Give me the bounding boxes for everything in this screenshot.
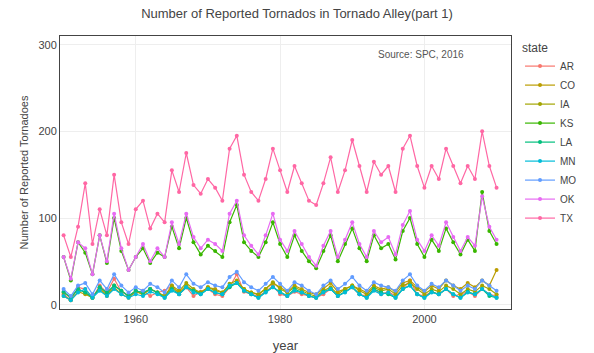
svg-text:Source: SPC, 2016: Source: SPC, 2016	[378, 49, 464, 60]
svg-text:LA: LA	[560, 137, 573, 148]
svg-text:Number of Reported Tornadoes: Number of Reported Tornadoes	[18, 95, 30, 249]
svg-text:MO: MO	[560, 175, 576, 186]
svg-text:year: year	[273, 338, 299, 353]
svg-text:2000: 2000	[412, 313, 436, 325]
svg-text:IA: IA	[560, 99, 570, 110]
svg-text:Number of Reported Tornados in: Number of Reported Tornados in Tornado A…	[141, 6, 453, 21]
svg-text:AR: AR	[560, 61, 574, 72]
svg-text:KS: KS	[560, 118, 574, 129]
svg-text:state: state	[522, 41, 548, 55]
svg-text:300: 300	[38, 39, 56, 51]
svg-text:100: 100	[38, 212, 56, 224]
svg-text:OK: OK	[560, 194, 575, 205]
svg-text:200: 200	[38, 125, 56, 137]
svg-text:MN: MN	[560, 156, 576, 167]
svg-text:1960: 1960	[124, 313, 148, 325]
svg-text:TX: TX	[560, 213, 573, 224]
svg-text:0: 0	[51, 299, 57, 311]
svg-text:1980: 1980	[268, 313, 292, 325]
svg-text:CO: CO	[560, 80, 575, 91]
